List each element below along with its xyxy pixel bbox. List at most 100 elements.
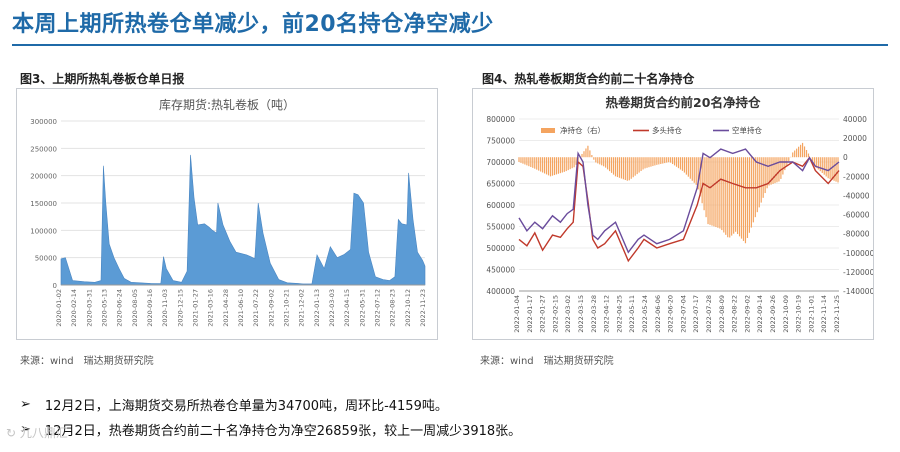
x-tick-label: 2022-01-27	[539, 295, 547, 333]
figure-3-chart-frame: 库存期货:热轧卷板（吨） 0 50000 100000 150000 200000 2500…	[16, 88, 438, 340]
x-tick-label: 2022-03-03	[328, 289, 336, 327]
x-tick-label: 2022-09-26	[769, 295, 777, 333]
net-position-bar	[715, 157, 717, 228]
x-tick-label: 2022-01-04	[513, 295, 521, 333]
net-position-bar	[571, 157, 573, 169]
net-position-bar	[821, 157, 823, 173]
net-position-bar	[768, 157, 770, 186]
net-position-bar	[545, 157, 548, 175]
inventory-area-chart: 库存期货:热轧卷板（吨） 0 50000 100000 150000 200000 2500…	[30, 97, 427, 327]
net-position-bar	[520, 157, 522, 163]
summary-bullets: ➢ 12月2日，上海期货交易所热卷仓单量为34700吨，周环比-4159吨。 ➢…	[20, 392, 880, 442]
y-right-tick-label: -100000	[843, 249, 873, 258]
net-position-bar	[719, 157, 721, 229]
x-tick-label: 2022-11-23	[419, 289, 427, 327]
net-position-bar	[542, 157, 544, 173]
net-position-bar	[573, 157, 575, 168]
net-position-bar	[819, 157, 821, 172]
net-position-bar	[723, 157, 725, 233]
net-position-bar	[668, 157, 670, 163]
net-position-bar	[685, 157, 687, 175]
y-tick-label: 250000	[30, 145, 57, 153]
net-position-bar	[744, 157, 747, 244]
net-position-bar	[624, 157, 626, 181]
net-position-bar	[776, 157, 778, 183]
net-position-bar	[695, 157, 697, 185]
net-position-bar	[567, 157, 569, 171]
net-position-bar	[835, 157, 837, 182]
y-left-tick-label: 650000	[486, 180, 515, 189]
net-position-bar	[636, 157, 638, 175]
net-position-bar	[731, 157, 733, 236]
net-position-bar	[583, 151, 585, 158]
net-position-bar	[677, 157, 680, 169]
net-position-bar	[778, 157, 780, 182]
y-right-tick-label: -140000	[843, 287, 873, 296]
y-left-tick-label: 750000	[486, 137, 515, 146]
net-position-bar	[823, 157, 825, 175]
net-position-bar	[672, 157, 674, 165]
net-position-bar	[693, 157, 695, 183]
net-position-bar	[559, 157, 561, 174]
x-tick-label: 2020-08-05	[131, 289, 139, 327]
chart-title: 热卷期货合约前20名净持仓	[606, 95, 761, 110]
x-tick-label: 2022-11-01	[807, 295, 815, 333]
net-position-bar	[614, 157, 617, 177]
net-position-bar	[575, 157, 577, 165]
x-tick-label: 2020-03-31	[85, 289, 93, 327]
y-left-tick-label: 500000	[486, 244, 515, 253]
net-position-bar	[803, 146, 806, 158]
x-tick-label: 2022-08-23	[389, 289, 397, 327]
net-position-bar	[805, 149, 808, 158]
x-tick-label: 2022-04-15	[343, 289, 351, 327]
summary-bullet: ➢ 12月2日，热卷期货合约前二十名净持仓为净空26859张，较上一周减少391…	[20, 417, 880, 442]
net-position-bar	[522, 157, 524, 164]
summary-bullet: ➢ 12月2日，上海期货交易所热卷仓单量为34700吨，周环比-4159吨。	[20, 392, 880, 417]
net-position-bar	[557, 157, 559, 174]
y-tick-label: 150000	[30, 200, 57, 208]
x-tick-label: 2022-10-12	[404, 289, 412, 327]
x-tick-label: 2022-03-15	[577, 295, 585, 333]
bullet-arrow-icon: ➢	[20, 397, 31, 412]
net-position-bar	[756, 157, 758, 213]
net-position-bar	[597, 157, 599, 164]
net-position-bar	[733, 157, 735, 234]
inventory-area	[60, 154, 426, 286]
net-position-bar	[547, 157, 550, 176]
x-tick-label: 2022-07-17	[692, 295, 700, 333]
x-tick-label: 2022-05-31	[358, 289, 366, 327]
figure-3-caption: 图3、上期所热轧卷板仓单日报	[20, 72, 185, 86]
y-right-tick-label: -40000	[843, 191, 870, 200]
x-tick-label: 2022-05-11	[628, 295, 636, 333]
net-position-bar	[658, 157, 660, 165]
net-position-bar	[705, 157, 707, 218]
y-left-tick-label: 400000	[486, 287, 515, 296]
x-tick-label: 2021-07-22	[252, 289, 260, 327]
figure-4-source: 来源：wind 瑞达期货研究院	[480, 356, 614, 367]
net-position-bar	[742, 157, 745, 241]
legend-label: 净持仓（右）	[560, 125, 605, 135]
net-position-bar	[697, 157, 699, 190]
net-position-bar	[758, 157, 760, 208]
net-position-bar	[764, 157, 766, 194]
net-position-bar	[538, 157, 540, 171]
net-position-bar	[530, 157, 532, 168]
net-position-bar	[544, 157, 546, 174]
net-position-bar	[833, 157, 835, 181]
legend-swatch	[541, 128, 555, 133]
x-tick-label: 2020-06-24	[116, 289, 124, 327]
net-position-bar	[800, 144, 802, 158]
y-tick-label: 200000	[30, 173, 57, 181]
net-position-bar	[660, 157, 662, 164]
net-position-bar	[666, 157, 668, 163]
figure-3-source: 来源：wind 瑞达期货研究院	[20, 356, 154, 367]
x-tick-label: 2022-04-25	[615, 295, 623, 333]
net-position-bar	[540, 157, 542, 172]
slide-title: 本周上期所热卷仓单减少，前20名持仓净空减少	[12, 12, 494, 37]
net-position-bar	[662, 157, 664, 164]
y-left-tick-label: 800000	[486, 115, 515, 124]
net-position-bar	[748, 157, 750, 233]
net-position-bar	[536, 157, 538, 170]
net-position-bar	[811, 157, 814, 162]
net-position-bar	[829, 157, 831, 180]
